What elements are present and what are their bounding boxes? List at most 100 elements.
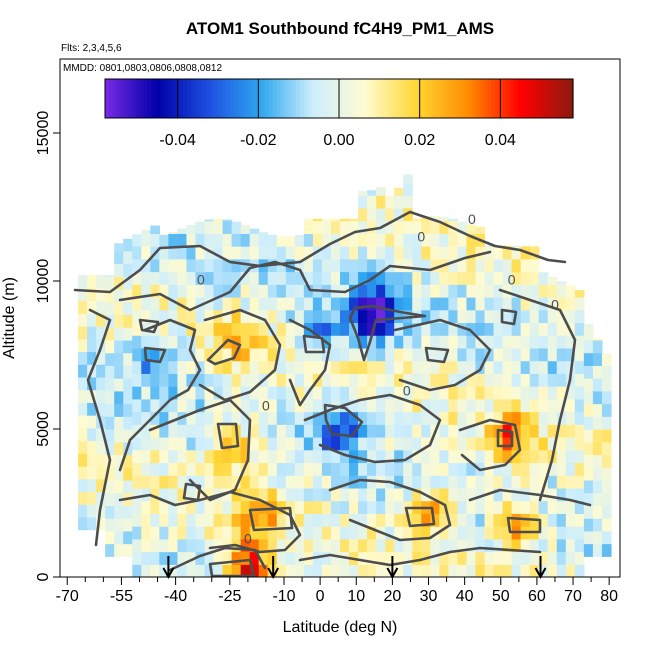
heatmap-cell [312,322,323,336]
heatmap-cell [294,271,305,285]
heatmap-cell [376,564,386,577]
heatmap-cell [475,373,486,387]
heatmap-cell [502,322,513,336]
heatmap-cell [412,296,422,311]
heatmap-cell [267,271,278,285]
heatmap-cell [439,296,449,311]
heatmap-cell [258,296,269,311]
heatmap-cell [132,449,142,464]
heatmap-cell [78,351,88,365]
heatmap-cell [141,335,151,349]
heatmap-cell [168,424,179,438]
heatmap-cell [276,475,287,489]
heatmap-cell [87,427,97,442]
heatmap-cell [177,538,188,553]
heatmap-cell [448,449,459,464]
heatmap-cell [78,504,88,518]
heatmap-cell [258,398,269,413]
heatmap-cell [276,551,287,565]
heatmap-cell [285,347,296,362]
heatmap-cell [538,322,549,336]
heatmap-cell [330,218,341,222]
heatmap-cell [376,449,386,464]
heatmap-cell [358,258,368,273]
heatmap-cell [493,386,504,400]
heatmap-cell [213,411,224,425]
heatmap-cell [276,360,287,374]
heatmap-cell [412,551,422,565]
heatmap-cell [448,246,459,260]
heatmap-cell [592,416,603,430]
colorbar-segment [483,79,488,118]
heatmap-cell [520,538,531,553]
heatmap-cell [195,475,206,489]
heatmap-cell [412,218,422,222]
colorbar-segment [249,79,254,118]
heatmap-cell [114,416,124,430]
heatmap-cell [195,296,206,311]
heatmap-cell [204,335,215,349]
heatmap-cell [448,296,459,311]
heatmap-cell [340,411,350,425]
heatmap-cell [565,449,576,464]
heatmap-cell [358,487,368,502]
heatmap-cell [105,518,115,532]
heatmap-cell [231,436,242,451]
heatmap-cell [258,309,269,324]
colorbar-segment [428,79,434,118]
heatmap-cell [367,513,377,527]
heatmap-cell [168,284,179,298]
heatmap-cell [312,411,323,425]
heatmap-cell [249,551,260,565]
heatmap-cell [538,538,549,553]
heatmap-cell [565,411,576,425]
contour-line [168,546,267,572]
contour-line [182,482,202,502]
heatmap-cell [168,538,179,553]
heatmap-cell [367,386,377,400]
heatmap-cell [475,564,486,577]
heatmap-cell [132,258,142,273]
heatmap-cell [484,284,495,298]
colorbar-segment [151,79,157,118]
heatmap-cell [159,475,169,489]
heatmap-cell [484,475,495,489]
heatmap-cell [556,487,567,502]
heatmap-cell [213,296,224,311]
heatmap-cell [258,232,269,234]
heatmap-cell [150,258,160,273]
heatmap-cell [529,475,540,489]
heatmap-cell [222,233,233,247]
heatmap-cell [294,538,305,553]
heatmap-cell [321,551,332,565]
heatmap-cell [78,466,88,480]
heatmap-cell [330,373,341,387]
heatmap-cell [367,526,377,540]
contour-lines [73,210,592,577]
heatmap-cell [565,285,576,298]
heatmap-cell [367,462,377,476]
heatmap-cell [403,475,413,489]
heatmap-cell [394,551,404,565]
heatmap-cell [592,403,603,417]
colorbar-segment [284,79,289,118]
heatmap-cell [96,453,106,467]
heatmap-cell [385,322,395,336]
heatmap-cell [285,487,296,502]
heatmap-cell [132,309,142,324]
heatmap-cell [349,564,359,577]
heatmap-cell [195,221,206,234]
heatmap-cell [132,284,142,298]
heatmap-cell [150,233,160,247]
heatmap-cell [466,271,477,285]
heatmap-cell [547,284,558,298]
heatmap-cell [159,373,169,387]
colorbar-segment [272,79,278,118]
heatmap-cell [574,398,585,413]
heatmap-cell [349,424,359,438]
heatmap-cell [303,309,314,324]
heatmap-cell [105,441,115,456]
heatmap-cell [340,424,350,438]
heatmap-cell [168,449,179,464]
heatmap-cell [556,436,567,451]
